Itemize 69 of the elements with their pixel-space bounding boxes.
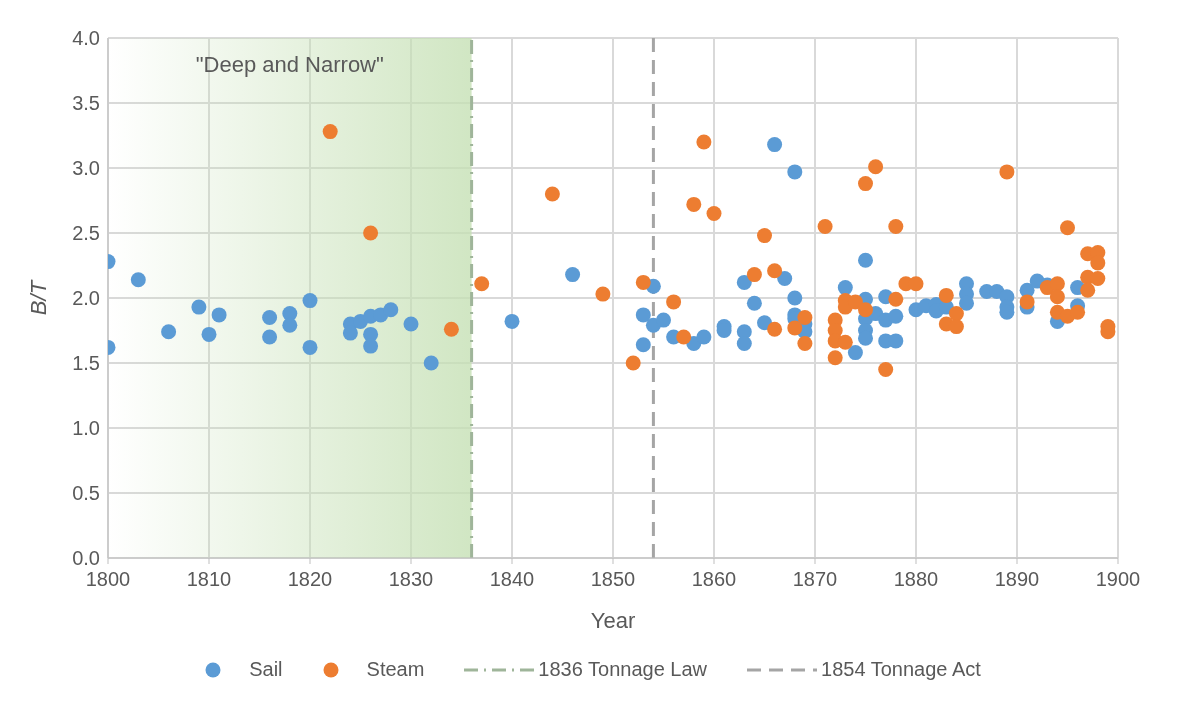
point <box>666 294 682 310</box>
point <box>363 225 379 241</box>
point <box>1080 282 1096 298</box>
legend-label: Steam <box>366 658 425 681</box>
x-axis-title: Year <box>590 608 636 633</box>
point <box>1070 304 1086 320</box>
x-tick-label: 1900 <box>1095 568 1141 591</box>
x-tick-label: 1850 <box>590 568 636 591</box>
point <box>767 263 783 279</box>
point <box>1049 289 1065 305</box>
point <box>1049 276 1065 292</box>
y-axis-title: B/T <box>25 279 51 316</box>
point <box>706 206 722 221</box>
legend-label: 1836 Tonnage Law <box>538 658 708 681</box>
point <box>787 320 803 336</box>
point <box>908 276 924 292</box>
point <box>858 176 873 192</box>
y-tick-label: 1.0 <box>72 417 100 440</box>
y-tick-label: 0.5 <box>72 482 100 505</box>
point <box>868 159 884 175</box>
legend-label: Sail <box>249 658 283 681</box>
point <box>595 286 611 302</box>
point <box>1019 294 1035 310</box>
point <box>544 186 560 202</box>
y-tick-label: 1.5 <box>72 352 100 375</box>
point <box>797 310 813 325</box>
y-tick-label: 2.5 <box>72 222 100 245</box>
point <box>827 350 843 366</box>
point <box>757 228 772 244</box>
point <box>948 306 964 322</box>
point <box>635 274 651 290</box>
point <box>746 267 762 283</box>
point <box>888 219 904 234</box>
x-tick-label: 1840 <box>489 568 535 591</box>
point <box>999 164 1015 180</box>
legend-label: 1854 Tonnage Act <box>821 658 981 681</box>
point <box>686 196 702 212</box>
x-tick-label: 1860 <box>691 568 737 591</box>
point <box>948 319 964 335</box>
point <box>797 336 813 351</box>
point <box>1090 255 1106 271</box>
point <box>322 124 338 140</box>
point <box>817 219 833 234</box>
y-tick-label: 3.5 <box>72 92 100 115</box>
x-tick-label: 1810 <box>186 568 232 591</box>
point <box>676 329 692 345</box>
point <box>1090 271 1106 286</box>
y-tick-label: 2.0 <box>72 287 100 310</box>
x-tick-label: 1830 <box>388 568 434 591</box>
x-tick-label: 1890 <box>994 568 1040 591</box>
x-tick-label: 1820 <box>287 568 333 591</box>
point <box>858 302 873 318</box>
x-tick-label: 1870 <box>792 568 838 591</box>
y-tick-label: 3.0 <box>72 157 100 180</box>
x-tick-label: 1880 <box>893 568 939 591</box>
y-tick-label: 4.0 <box>72 27 100 50</box>
x-tick-label: 1800 <box>85 568 131 591</box>
point <box>837 334 853 350</box>
point <box>1060 220 1075 236</box>
y-tick-label: 0.0 <box>72 547 100 570</box>
point <box>878 362 894 377</box>
band-label: "Deep and Narrow" <box>195 51 384 77</box>
point <box>474 276 490 292</box>
point <box>443 321 459 337</box>
point <box>625 355 641 371</box>
point <box>696 134 712 150</box>
point <box>888 291 904 307</box>
point <box>938 287 954 303</box>
point <box>767 321 783 337</box>
